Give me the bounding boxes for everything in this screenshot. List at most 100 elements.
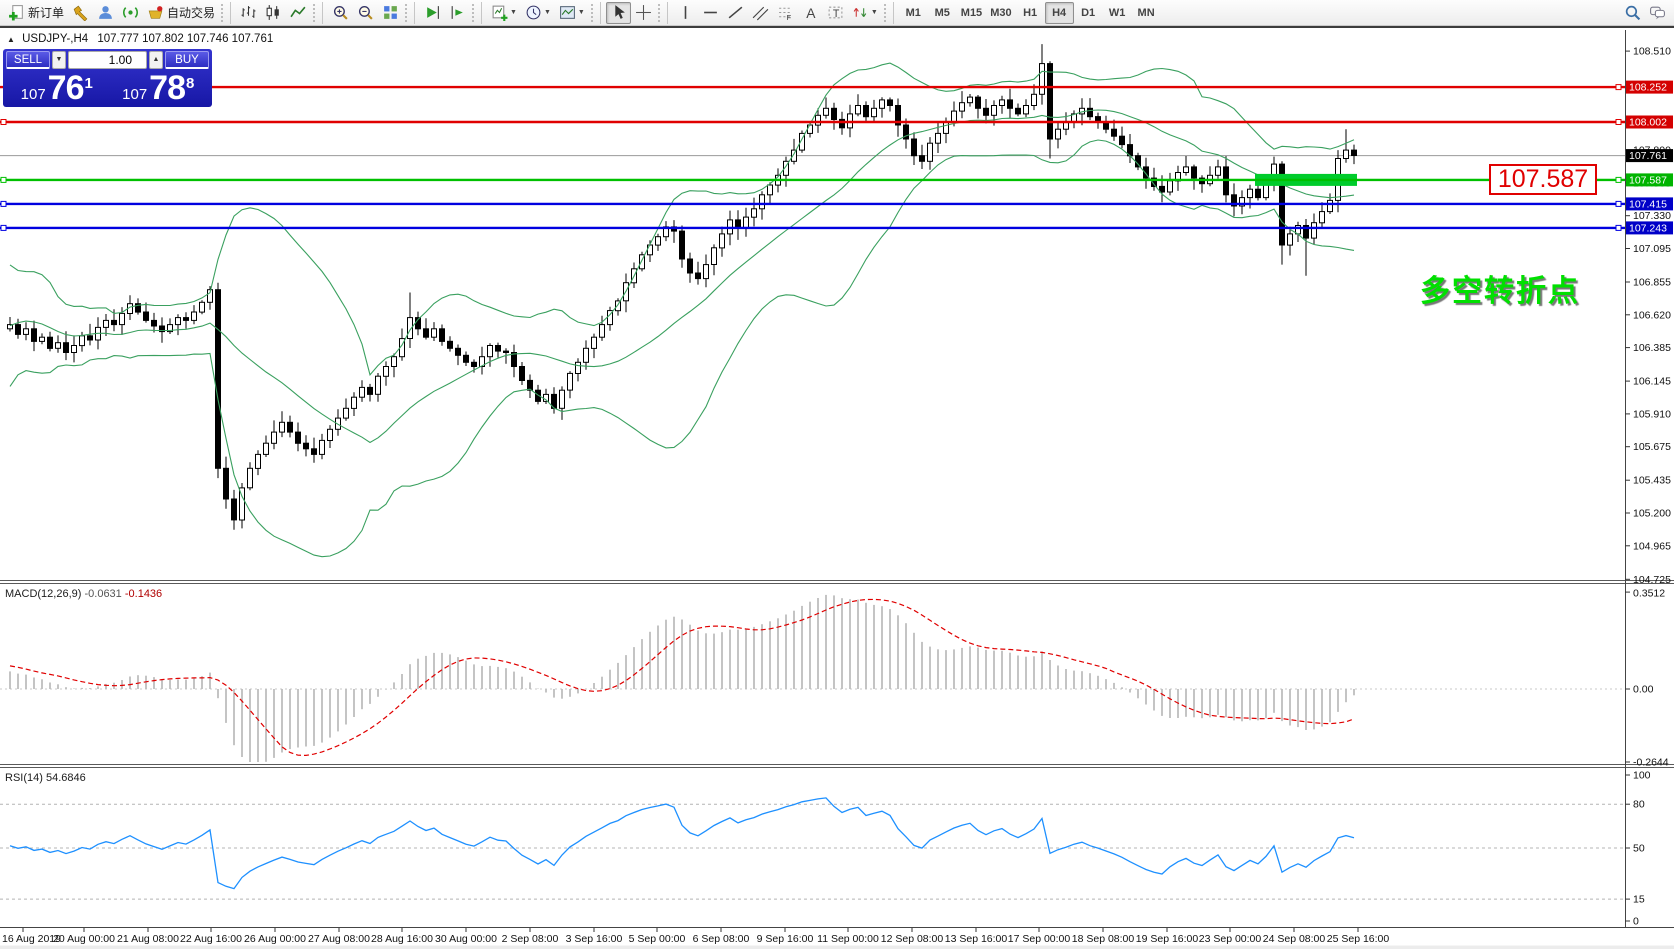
chevron-down-icon[interactable]: ▼ xyxy=(870,9,878,16)
toolbar-separator xyxy=(892,1,894,24)
price-axis-chip xyxy=(1626,173,1673,187)
bar-chart-button[interactable] xyxy=(236,2,261,24)
buy-button[interactable]: BUY xyxy=(165,51,209,69)
chart-shift-button[interactable] xyxy=(445,2,470,24)
line-chart-button[interactable] xyxy=(286,2,311,24)
candlestick-chart-button[interactable] xyxy=(261,2,286,24)
volume-increase-button[interactable]: ▲ xyxy=(149,51,163,69)
new-chart-button[interactable]: ▼ xyxy=(487,2,521,24)
price-callout[interactable]: 107.587 xyxy=(1489,164,1597,196)
auto-trading-button[interactable]: 自动交易 xyxy=(143,2,219,24)
rsi-pane[interactable] xyxy=(0,797,1625,900)
svg-text:18 Sep 08:00: 18 Sep 08:00 xyxy=(1072,933,1135,945)
timeframe-m1[interactable]: M1 xyxy=(905,6,921,19)
price-axis-chip xyxy=(1626,197,1673,211)
chevron-down-icon[interactable]: ▼ xyxy=(543,9,551,16)
arrows-button[interactable]: ▼ xyxy=(848,2,882,24)
timeframe-h4[interactable]: H4 xyxy=(1044,1,1074,24)
buy-point: 8 xyxy=(186,75,195,92)
main-toolbar: 新订单 自动交易 ▼ ▼ ▼ F A T ▼ M1 M5 M15 M30 H1 H4 D1 W1 MN xyxy=(0,0,1674,26)
svg-text:T: T xyxy=(833,8,840,20)
timeframe-m15[interactable]: M15 xyxy=(960,6,983,19)
rsi-label: RSI(14) 54.6846 xyxy=(5,772,86,784)
volume-decrease-button[interactable]: ▼ xyxy=(52,51,66,69)
chart-window[interactable]: 108.510107.800107.565107.330107.095106.8… xyxy=(0,26,1674,949)
auto-scroll-button[interactable] xyxy=(420,2,445,24)
main-pane[interactable] xyxy=(0,44,1625,558)
svg-text:26 Aug 00:00: 26 Aug 00:00 xyxy=(244,933,306,945)
svg-text:106.620: 106.620 xyxy=(1633,309,1671,321)
price-axis-chip xyxy=(1626,221,1673,235)
line-chart-icon xyxy=(290,4,307,21)
timeframe-d1[interactable]: D1 xyxy=(1081,6,1096,19)
svg-text:12 Sep 08:00: 12 Sep 08:00 xyxy=(881,933,944,945)
timeframe-w1[interactable]: W1 xyxy=(1108,6,1126,19)
toolbar-grip xyxy=(471,2,476,23)
svg-text:107.761: 107.761 xyxy=(1629,150,1667,162)
svg-text:19 Sep 16:00: 19 Sep 16:00 xyxy=(1136,933,1199,945)
bollinger-upper-band xyxy=(9,62,1355,376)
svg-text:105.435: 105.435 xyxy=(1633,475,1671,487)
horizontal-line-icon xyxy=(702,4,719,21)
auto-scroll-icon xyxy=(424,4,441,21)
profiles-icon xyxy=(525,4,542,21)
chevron-down-icon[interactable]: ▼ xyxy=(577,9,585,16)
cursor-icon xyxy=(610,4,627,21)
svg-text:15: 15 xyxy=(1633,894,1645,906)
volume-input[interactable] xyxy=(68,51,147,69)
collapse-triangle-icon[interactable]: ▲ xyxy=(7,35,15,44)
price-axis[interactable]: 108.510107.800107.565107.330107.095106.8… xyxy=(1625,30,1673,928)
zoom-out-button[interactable] xyxy=(353,2,378,24)
chat-button[interactable] xyxy=(1645,2,1670,24)
crosshair-button[interactable] xyxy=(631,2,656,24)
timeframe-h1[interactable]: H1 xyxy=(1023,6,1038,19)
fibonacci-button[interactable]: F xyxy=(773,2,798,24)
svg-text:105.200: 105.200 xyxy=(1633,508,1671,520)
svg-text:107.095: 107.095 xyxy=(1633,243,1671,255)
bollinger-lower-band xyxy=(9,139,1355,558)
tile-windows-button[interactable] xyxy=(378,2,403,24)
pane-divider[interactable] xyxy=(0,580,1674,768)
profiles-button[interactable]: ▼ xyxy=(521,2,555,24)
timeframe-m5[interactable]: M5 xyxy=(934,6,950,19)
macd-pane[interactable] xyxy=(0,594,1625,762)
new-order-button[interactable]: 新订单 xyxy=(4,2,68,24)
zoom-out-icon xyxy=(357,4,374,21)
vertical-line-button[interactable] xyxy=(673,2,698,24)
chart-canvas[interactable]: 108.510107.800107.565107.330107.095106.8… xyxy=(0,28,1674,949)
window-bottom-strip xyxy=(0,945,1674,949)
timeframe-mn[interactable]: MN xyxy=(1137,6,1155,19)
toolbar-grip xyxy=(656,2,661,23)
toolbar-grip xyxy=(404,2,409,23)
svg-text:21 Aug 08:00: 21 Aug 08:00 xyxy=(117,933,179,945)
cursor-button[interactable] xyxy=(605,1,631,24)
sell-price[interactable]: 107 76 1 xyxy=(6,69,108,105)
rsi-value: 54.6846 xyxy=(45,772,86,784)
macd-signal-value: -0.1436 xyxy=(124,588,163,600)
buy-price[interactable]: 107 78 8 xyxy=(108,69,210,105)
turning-point-annotation[interactable]: 多空转折点 xyxy=(1420,275,1580,308)
equidistant-channel-button[interactable] xyxy=(748,2,773,24)
text-label-button[interactable]: T xyxy=(823,2,848,24)
chevron-down-icon[interactable]: ▼ xyxy=(510,9,517,16)
templates-button[interactable]: ▼ xyxy=(555,2,589,24)
buy-big-figure: 107 xyxy=(122,86,148,103)
buy-pips: 78 xyxy=(149,69,186,107)
timeframe-m30[interactable]: M30 xyxy=(990,6,1012,19)
zoom-in-button[interactable] xyxy=(328,2,353,24)
fibonacci-icon: F xyxy=(777,4,794,21)
sell-button[interactable]: SELL xyxy=(6,51,50,69)
hammer-button[interactable] xyxy=(68,2,93,24)
signals-button[interactable] xyxy=(118,2,143,24)
svg-text:2 Sep 08:00: 2 Sep 08:00 xyxy=(502,933,559,945)
text-button[interactable]: A xyxy=(798,2,823,24)
profile-button[interactable] xyxy=(93,2,118,24)
search-button[interactable] xyxy=(1620,2,1645,24)
vertical-line-icon xyxy=(677,4,694,21)
svg-text:107.330: 107.330 xyxy=(1633,210,1671,222)
horizontal-line-button[interactable] xyxy=(698,2,723,24)
trendline-button[interactable] xyxy=(723,2,748,24)
svg-text:20 Aug 00:00: 20 Aug 00:00 xyxy=(53,933,115,945)
equidistant-channel-icon xyxy=(752,4,769,21)
